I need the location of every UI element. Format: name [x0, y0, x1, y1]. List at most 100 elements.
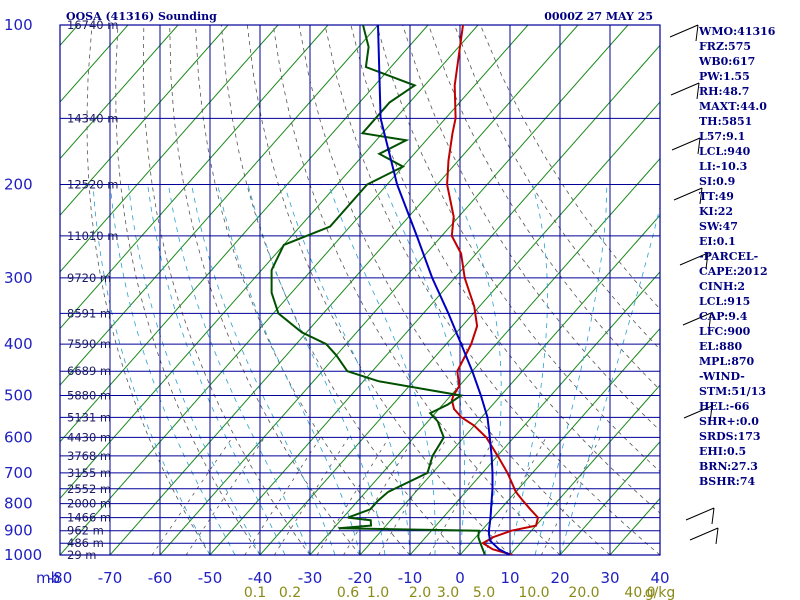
mixing-ratio-label: 0.6 [337, 585, 359, 600]
mixing-ratio-label: 5.0 [473, 585, 495, 600]
isotherm-line [559, 440, 660, 555]
temperature-tick-label: 10 [500, 569, 519, 587]
temperature-tick-label: 0 [455, 569, 465, 587]
index-line: LFC:900 [699, 325, 751, 338]
index-line: CAP:9.4 [699, 310, 748, 323]
temperature-tick-label: -80 [48, 569, 73, 587]
dewpoint-line [270, 25, 486, 555]
chart-timestamp: 0000Z 27 MAY 25 [544, 10, 653, 23]
isotherm-line [60, 25, 479, 500]
height-label: 4430 m [67, 430, 111, 444]
wind-barb [683, 405, 713, 423]
height-label: 962 m [67, 524, 104, 538]
isotherm-line [259, 101, 660, 555]
isotherm-line [60, 25, 229, 217]
moist-adiabat-line [191, 184, 336, 555]
height-label: 6689 m [67, 364, 111, 378]
index-line: LCL:940 [699, 145, 751, 158]
height-label: 5880 m [67, 388, 111, 402]
pressure-tick-label: 600 [4, 428, 33, 446]
isotherm-line [459, 327, 660, 555]
wind-barb [669, 24, 699, 42]
mixing-ratio-line [185, 437, 266, 555]
temperature-tick-label: -60 [148, 569, 173, 587]
temperature-line [446, 25, 540, 555]
index-line: EI:0.1 [699, 235, 736, 248]
moist-adiabat-line [128, 184, 261, 555]
mixing-ratio-label: 0.1 [244, 585, 266, 600]
index-line: RH:48.7 [699, 85, 749, 98]
parcel-line [377, 25, 511, 555]
index-line: CAPE:2012 [699, 265, 768, 278]
wind-barb [673, 187, 703, 205]
mixing-ratio-line [316, 437, 390, 555]
wind-barb [685, 507, 715, 525]
mixing-ratio-line [343, 437, 415, 555]
dry-adiabat-line [142, 25, 311, 555]
height-label: 29 m [67, 548, 97, 562]
index-line: EHI:0.5 [699, 445, 746, 458]
index-line: LCL:915 [699, 295, 750, 308]
index-line: BSHR:74 [699, 475, 755, 488]
moist-adiabat-line [328, 184, 436, 555]
dry-adiabat-line [115, 25, 261, 555]
mixing-ratio-label: 1.0 [367, 585, 389, 600]
height-label: 2552 m [67, 482, 111, 496]
mixing-ratio-label: 40.0 [624, 585, 655, 600]
isotherm-line [60, 25, 329, 330]
height-label: 3768 m [67, 449, 111, 463]
moist-adiabat-line [168, 184, 311, 555]
isotherm-line [309, 157, 660, 555]
pressure-tick-label: 900 [4, 522, 33, 540]
index-line: -WIND- [699, 370, 745, 383]
temperature-tick-label: 30 [600, 569, 619, 587]
mixing-ratio-label: 10.0 [518, 585, 549, 600]
isotherm-line [359, 214, 660, 555]
dry-adiabat-line [169, 25, 361, 555]
temperature-tick-label: -20 [348, 569, 373, 587]
wind-barb [679, 252, 709, 270]
height-label: 9720 m [67, 271, 111, 285]
wind-barb [682, 312, 712, 330]
mixing-ratio-line [274, 437, 349, 555]
plot-frame [59, 24, 661, 556]
pressure-tick-label: 1000 [4, 546, 42, 564]
stability-indices-panel: WMO:41316 FRZ:575 WB0:617 PW:1.55 RH:48.7 MAX… [698, 25, 776, 488]
pressure-tick-label: 700 [4, 464, 33, 482]
temperature-tick-label: -40 [248, 569, 273, 587]
moist-adiabat-line [534, 184, 608, 555]
height-label: 486 m [67, 536, 104, 550]
index-line: WMO:41316 [698, 25, 776, 38]
pressure-tick-label: 800 [4, 495, 33, 513]
mixing-ratio-label: 2.0 [409, 585, 431, 600]
pressure-tick-label: 100 [4, 16, 33, 34]
mixing-ratio-label: g/kg [645, 585, 676, 600]
sounding-profiles [270, 25, 540, 555]
wind-barbs [669, 24, 719, 545]
index-line: EL:880 [699, 340, 742, 353]
moist-adiabat-line [509, 184, 548, 555]
height-label: 8591 m [67, 306, 111, 320]
moist-adiabat-line [109, 184, 236, 555]
mixing-ratio-label: 3.0 [437, 585, 459, 600]
mixing-ratio-label: 0.2 [279, 585, 301, 600]
temperature-tick-label: -70 [98, 569, 123, 587]
isotherm-line [60, 25, 179, 160]
height-label: 7590 m [67, 337, 111, 351]
pressure-tick-label: 500 [4, 386, 33, 404]
temperature-tick-label: 20 [550, 569, 569, 587]
height-label: 1466 m [67, 511, 111, 525]
mixing-ratio-line [378, 437, 448, 555]
temperature-tick-label: 40 [650, 569, 669, 587]
chart-title: OOSA (41316) Sounding [66, 10, 217, 23]
isotherm-line [509, 384, 660, 555]
index-line: SHR+:0.0 [699, 415, 759, 428]
wind-barb [671, 137, 701, 155]
mixing-ratio-line [244, 437, 321, 555]
height-label: 2000 m [67, 497, 111, 511]
index-line: KI:22 [699, 205, 733, 218]
height-label: 3155 m [67, 466, 111, 480]
height-label: 14340 m [67, 111, 118, 125]
